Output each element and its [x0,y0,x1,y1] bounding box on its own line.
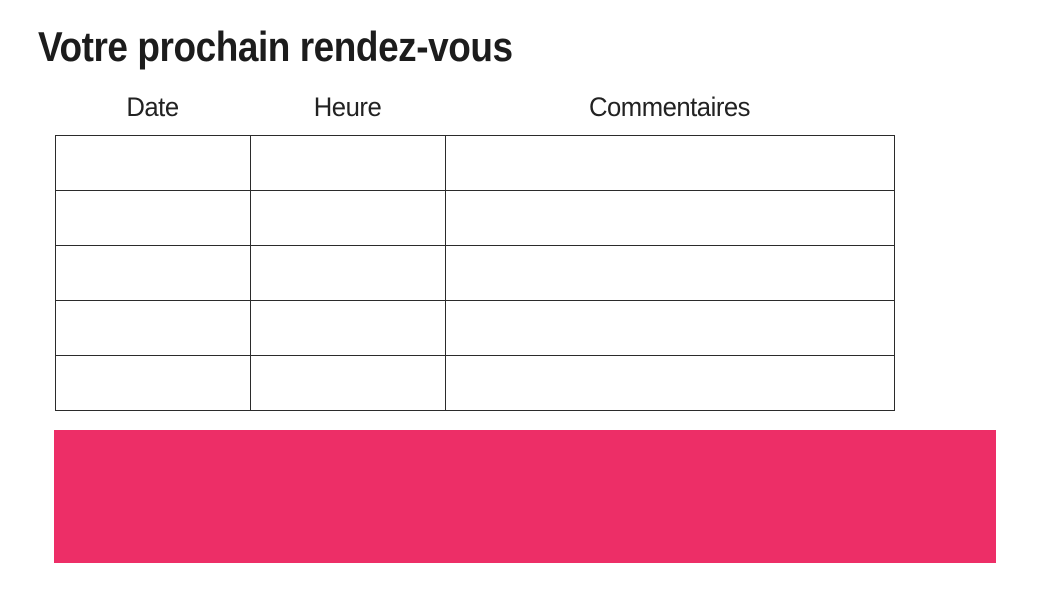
table-cell-date [55,355,251,411]
table-cell-commentaires [445,355,895,411]
column-header-heure: Heure [313,92,382,122]
table-cell-heure [250,355,446,411]
table-cell-commentaires [445,300,895,356]
table-row [55,190,895,246]
table-cell-heure [250,135,446,191]
table-cell-date [55,190,251,246]
pink-highlight-block [54,430,996,563]
table-body [55,135,895,411]
table-cell-heure [250,300,446,356]
table-cell-heure [250,245,446,301]
table-cell-commentaires [445,135,895,191]
table-row [55,245,895,301]
table-cell-date [55,135,251,191]
table-cell-date [55,300,251,356]
table-cell-commentaires [445,245,895,301]
table-cell-commentaires [445,190,895,246]
page-title: Votre prochain rendez-vous [38,23,513,70]
table-row [55,135,895,191]
column-header-date: Date [126,92,179,122]
table-row [55,300,895,356]
column-header-commentaires: Commentaires [588,92,751,122]
table-cell-date [55,245,251,301]
table-cell-heure [250,190,446,246]
table-row [55,355,895,411]
table-header-row: Date Heure Commentaires [55,92,894,123]
appointment-table [55,135,895,411]
